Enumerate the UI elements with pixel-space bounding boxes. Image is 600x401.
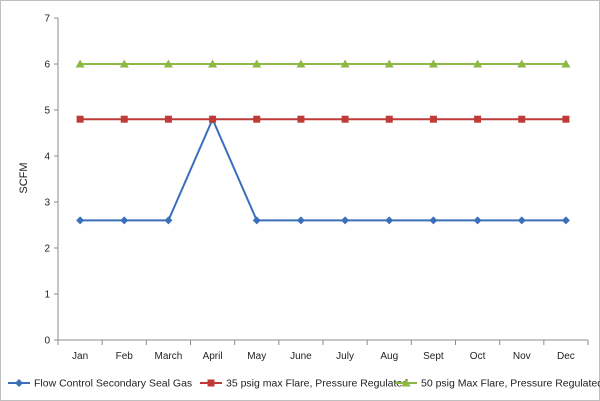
x-tick-label: Nov [513, 351, 531, 362]
data-point [341, 216, 350, 225]
x-tick-label: Dec [557, 351, 575, 362]
x-tick-label: April [203, 351, 223, 362]
x-tick-label: Sept [423, 351, 444, 362]
data-point [429, 115, 437, 123]
x-tick-label: Oct [470, 351, 486, 362]
legend-swatch-marker [401, 378, 411, 387]
legend-item: Flow Control Secondary Seal Gas [8, 378, 192, 390]
data-point [517, 216, 526, 225]
legend-item: 50 psig Max Flare, Pressure Regulated [395, 378, 600, 390]
data-point [428, 59, 438, 68]
y-tick-label: 2 [44, 244, 50, 255]
data-point [562, 115, 570, 123]
y-axis-label: SCFM [18, 162, 30, 193]
data-point [120, 216, 129, 225]
data-point [385, 216, 394, 225]
x-tick-label: May [247, 351, 266, 362]
x-tick-label: July [336, 351, 354, 362]
data-point [340, 59, 350, 68]
data-point [561, 59, 571, 68]
legend-swatch-marker [207, 379, 215, 387]
y-tick-label: 5 [44, 106, 50, 117]
data-point [473, 59, 483, 68]
y-tick-label: 0 [44, 336, 50, 347]
data-point [163, 59, 173, 68]
data-point [429, 216, 438, 225]
legend-item: 35 psig max Flare, Pressure Regulated [200, 378, 408, 390]
data-point [474, 115, 482, 123]
y-tick-label: 4 [44, 152, 50, 163]
data-point [518, 115, 526, 123]
data-point [296, 216, 305, 225]
y-tick-label: 7 [44, 14, 50, 25]
legend-label: 50 psig Max Flare, Pressure Regulated [421, 378, 600, 390]
data-point [296, 59, 306, 68]
data-point [119, 59, 129, 68]
data-point [164, 216, 173, 225]
data-point [75, 59, 85, 68]
legend-label: 35 psig max Flare, Pressure Regulated [226, 378, 408, 390]
data-point [76, 216, 85, 225]
data-point [208, 59, 218, 68]
data-point [253, 115, 261, 123]
series-1 [76, 115, 570, 123]
data-point [385, 115, 393, 123]
legend-label: Flow Control Secondary Seal Gas [34, 378, 192, 390]
data-point [120, 115, 128, 123]
data-point [341, 115, 349, 123]
x-tick-label: March [155, 351, 183, 362]
data-point [517, 59, 527, 68]
data-point [384, 59, 394, 68]
y-tick-label: 1 [44, 290, 50, 301]
data-point [252, 59, 262, 68]
data-point [561, 216, 570, 225]
series-line [80, 116, 566, 222]
series-2 [75, 59, 571, 68]
data-point [209, 115, 217, 123]
data-point [297, 115, 305, 123]
x-tick-label: Jan [72, 351, 88, 362]
x-tick-label: June [290, 351, 312, 362]
data-point [76, 115, 84, 123]
series-0 [76, 115, 570, 225]
data-point [252, 216, 261, 225]
x-tick-label: Aug [380, 351, 398, 362]
data-point [473, 216, 482, 225]
data-point [164, 115, 172, 123]
legend-swatch-marker [15, 379, 23, 387]
x-tick-label: Feb [116, 351, 134, 362]
y-tick-label: 3 [44, 198, 50, 209]
y-tick-label: 6 [44, 60, 50, 71]
